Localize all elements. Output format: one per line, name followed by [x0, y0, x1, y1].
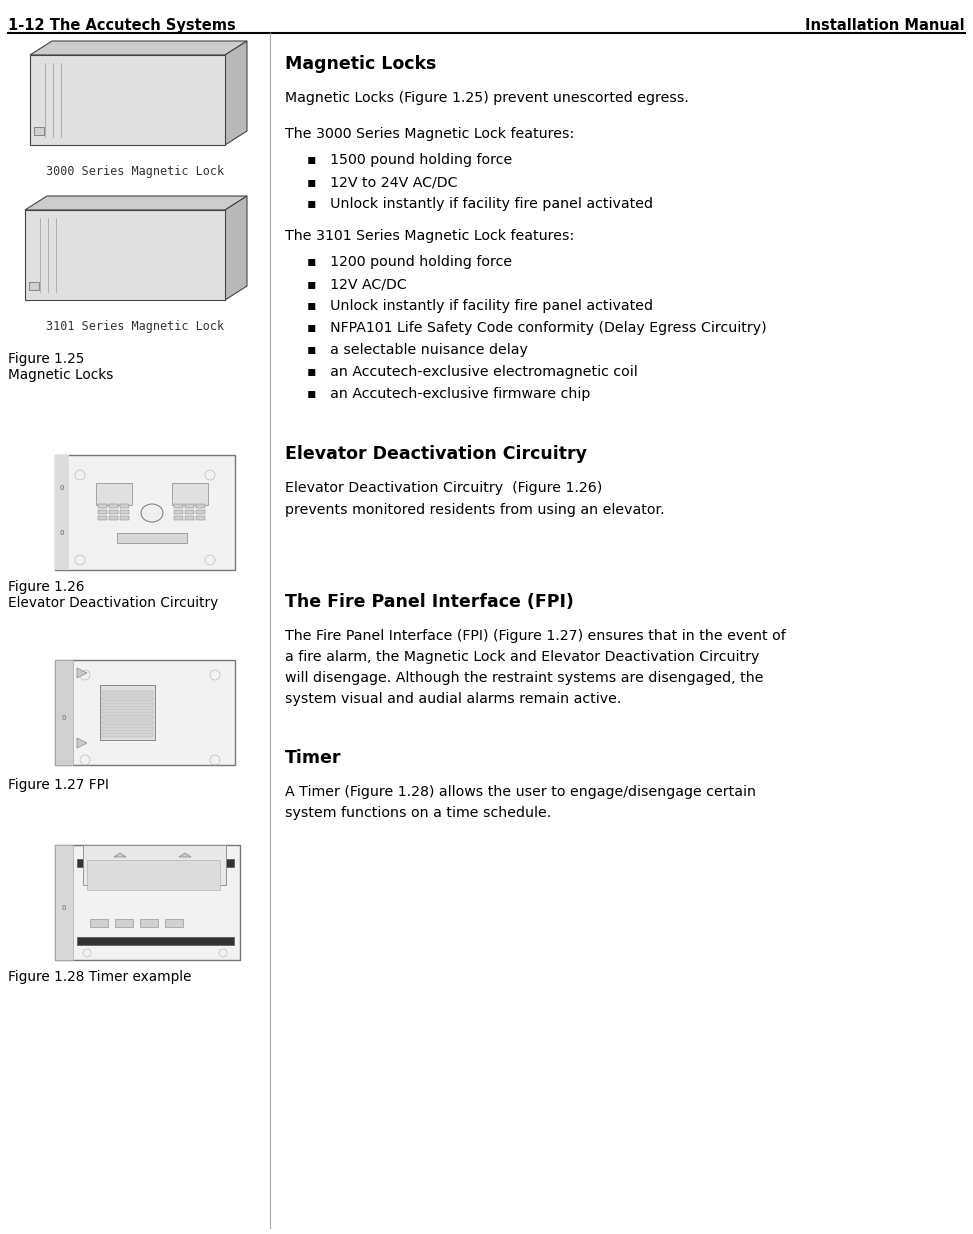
- Text: Figure 1.25: Figure 1.25: [8, 352, 85, 366]
- FancyBboxPatch shape: [55, 455, 235, 570]
- FancyBboxPatch shape: [29, 283, 39, 290]
- Text: 1-12 The Accutech Systems: 1-12 The Accutech Systems: [8, 19, 235, 33]
- Text: A Timer (Figure 1.28) allows the user to engage/disengage certain: A Timer (Figure 1.28) allows the user to…: [285, 785, 756, 798]
- FancyBboxPatch shape: [87, 860, 220, 890]
- Text: ▪   a selectable nuisance delay: ▪ a selectable nuisance delay: [307, 343, 528, 357]
- Text: ▪   an Accutech-exclusive firmware chip: ▪ an Accutech-exclusive firmware chip: [307, 387, 591, 401]
- Text: ▪   12V AC/DC: ▪ 12V AC/DC: [307, 276, 407, 291]
- FancyBboxPatch shape: [98, 503, 107, 508]
- Text: Installation Manual: Installation Manual: [806, 19, 965, 33]
- Text: Elevator Deactivation Circuitry: Elevator Deactivation Circuitry: [8, 596, 218, 610]
- FancyBboxPatch shape: [98, 516, 107, 520]
- Text: Figure 1.27 FPI: Figure 1.27 FPI: [8, 777, 109, 792]
- Text: Magnetic Locks: Magnetic Locks: [8, 368, 114, 383]
- FancyBboxPatch shape: [102, 703, 153, 707]
- FancyBboxPatch shape: [185, 503, 194, 508]
- Text: 0: 0: [61, 905, 66, 911]
- Text: ▪   1200 pound holding force: ▪ 1200 pound holding force: [307, 255, 512, 269]
- FancyBboxPatch shape: [165, 919, 183, 927]
- FancyBboxPatch shape: [109, 510, 118, 515]
- Text: system visual and audial alarms remain active.: system visual and audial alarms remain a…: [285, 692, 622, 706]
- FancyBboxPatch shape: [55, 845, 240, 960]
- FancyBboxPatch shape: [30, 56, 225, 146]
- FancyBboxPatch shape: [55, 660, 235, 765]
- FancyBboxPatch shape: [77, 937, 234, 945]
- Text: Figure 1.26: Figure 1.26: [8, 580, 85, 594]
- FancyBboxPatch shape: [102, 733, 153, 737]
- FancyBboxPatch shape: [100, 685, 155, 740]
- Text: a fire alarm, the Magnetic Lock and Elevator Deactivation Circuitry: a fire alarm, the Magnetic Lock and Elev…: [285, 650, 759, 664]
- FancyBboxPatch shape: [172, 482, 208, 505]
- FancyBboxPatch shape: [55, 845, 73, 960]
- FancyBboxPatch shape: [102, 727, 153, 731]
- FancyBboxPatch shape: [102, 714, 153, 719]
- Text: Magnetic Locks: Magnetic Locks: [285, 56, 436, 73]
- FancyBboxPatch shape: [34, 127, 44, 135]
- FancyBboxPatch shape: [185, 516, 194, 520]
- Text: 3000 Series Magnetic Lock: 3000 Series Magnetic Lock: [46, 165, 224, 178]
- Polygon shape: [114, 853, 126, 856]
- Text: Elevator Deactivation Circuitry: Elevator Deactivation Circuitry: [285, 445, 587, 463]
- FancyBboxPatch shape: [102, 710, 153, 713]
- FancyBboxPatch shape: [120, 503, 129, 508]
- FancyBboxPatch shape: [196, 516, 205, 520]
- Text: prevents monitored residents from using an elevator.: prevents monitored residents from using …: [285, 503, 665, 517]
- FancyBboxPatch shape: [55, 660, 73, 765]
- FancyBboxPatch shape: [174, 516, 183, 520]
- Text: ▪   Unlock instantly if facility fire panel activated: ▪ Unlock instantly if facility fire pane…: [307, 197, 653, 211]
- Text: The 3000 Series Magnetic Lock features:: The 3000 Series Magnetic Lock features:: [285, 127, 574, 141]
- Text: ▪   12V to 24V AC/DC: ▪ 12V to 24V AC/DC: [307, 175, 457, 189]
- FancyBboxPatch shape: [102, 691, 153, 695]
- FancyBboxPatch shape: [174, 510, 183, 515]
- Polygon shape: [77, 668, 87, 677]
- Text: ▪   Unlock instantly if facility fire panel activated: ▪ Unlock instantly if facility fire pane…: [307, 299, 653, 313]
- FancyBboxPatch shape: [77, 859, 234, 868]
- Polygon shape: [225, 196, 247, 300]
- Text: 0: 0: [59, 529, 64, 536]
- Text: The Fire Panel Interface (FPI) (Figure 1.27) ensures that in the event of: The Fire Panel Interface (FPI) (Figure 1…: [285, 629, 786, 643]
- Polygon shape: [25, 196, 247, 210]
- FancyBboxPatch shape: [83, 845, 226, 885]
- FancyBboxPatch shape: [120, 510, 129, 515]
- FancyBboxPatch shape: [55, 455, 69, 570]
- FancyBboxPatch shape: [115, 919, 133, 927]
- FancyBboxPatch shape: [196, 510, 205, 515]
- FancyBboxPatch shape: [117, 533, 187, 543]
- FancyBboxPatch shape: [196, 503, 205, 508]
- Text: 0: 0: [59, 485, 64, 491]
- FancyBboxPatch shape: [98, 510, 107, 515]
- Text: Elevator Deactivation Circuitry  (Figure 1.26): Elevator Deactivation Circuitry (Figure …: [285, 481, 602, 495]
- Text: ▪   an Accutech-exclusive electromagnetic coil: ▪ an Accutech-exclusive electromagnetic …: [307, 365, 637, 379]
- Polygon shape: [30, 41, 247, 56]
- Polygon shape: [77, 738, 87, 748]
- FancyBboxPatch shape: [102, 697, 153, 701]
- Text: The 3101 Series Magnetic Lock features:: The 3101 Series Magnetic Lock features:: [285, 230, 574, 243]
- FancyBboxPatch shape: [102, 721, 153, 726]
- Text: system functions on a time schedule.: system functions on a time schedule.: [285, 806, 552, 821]
- FancyBboxPatch shape: [185, 510, 194, 515]
- Text: Timer: Timer: [285, 749, 342, 768]
- FancyBboxPatch shape: [109, 503, 118, 508]
- Text: 0: 0: [61, 714, 66, 721]
- FancyBboxPatch shape: [109, 516, 118, 520]
- Polygon shape: [225, 41, 247, 146]
- Text: Magnetic Locks (Figure 1.25) prevent unescorted egress.: Magnetic Locks (Figure 1.25) prevent une…: [285, 91, 689, 105]
- FancyBboxPatch shape: [120, 516, 129, 520]
- FancyBboxPatch shape: [25, 210, 225, 300]
- Ellipse shape: [141, 503, 163, 522]
- Text: 3101 Series Magnetic Lock: 3101 Series Magnetic Lock: [46, 320, 224, 333]
- Text: ▪   1500 pound holding force: ▪ 1500 pound holding force: [307, 153, 512, 167]
- Text: will disengage. Although the restraint systems are disengaged, the: will disengage. Although the restraint s…: [285, 671, 764, 685]
- FancyBboxPatch shape: [140, 919, 158, 927]
- FancyBboxPatch shape: [174, 503, 183, 508]
- FancyBboxPatch shape: [90, 919, 108, 927]
- Polygon shape: [179, 853, 191, 856]
- Text: The Fire Panel Interface (FPI): The Fire Panel Interface (FPI): [285, 594, 574, 611]
- Text: ▪   NFPA101 Life Safety Code conformity (Delay Egress Circuitry): ▪ NFPA101 Life Safety Code conformity (D…: [307, 321, 767, 334]
- FancyBboxPatch shape: [96, 482, 132, 505]
- Text: Figure 1.28 Timer example: Figure 1.28 Timer example: [8, 970, 192, 983]
